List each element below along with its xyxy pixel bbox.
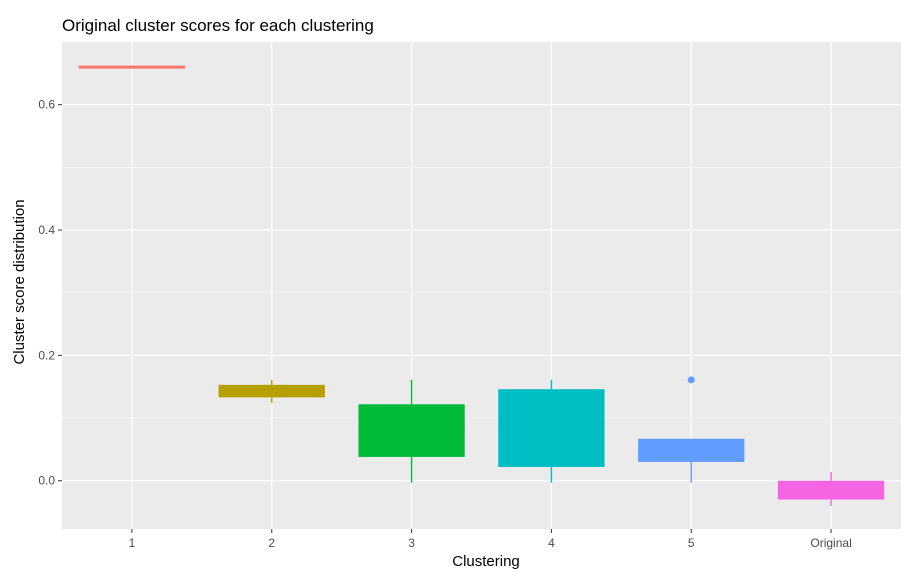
outlier-point: [687, 376, 695, 384]
chart-title: Original cluster scores for each cluster…: [62, 16, 374, 35]
box-2: [218, 379, 325, 404]
box-body: [218, 384, 325, 398]
box-5: [638, 376, 745, 483]
y-axis-title: Cluster score distribution: [11, 199, 28, 364]
plot-panel: [62, 42, 901, 529]
box-series: [78, 65, 885, 506]
x-tick-label: 3: [408, 536, 415, 550]
box-3: [358, 379, 465, 483]
box-Original: [777, 471, 885, 506]
x-axis-title: Clustering: [452, 553, 520, 569]
x-tick-label: Original: [810, 536, 851, 550]
box-4: [498, 379, 605, 483]
grid-lines: [62, 42, 901, 529]
y-tick-label: 0.2: [38, 348, 55, 362]
x-tick-label: 1: [129, 536, 136, 550]
y-axis: 0.0 0.2 0.4 0.6: [38, 98, 62, 488]
x-tick-label: 4: [548, 536, 555, 550]
x-tick-label: 5: [688, 536, 695, 550]
box-body: [777, 480, 885, 500]
y-tick-label: 0.6: [38, 98, 55, 112]
y-tick-label: 0.4: [38, 223, 55, 237]
x-tick-label: 2: [268, 536, 275, 550]
x-axis: 1 2 3 4 5 Original: [129, 529, 852, 550]
y-tick-label: 0.0: [38, 474, 55, 488]
